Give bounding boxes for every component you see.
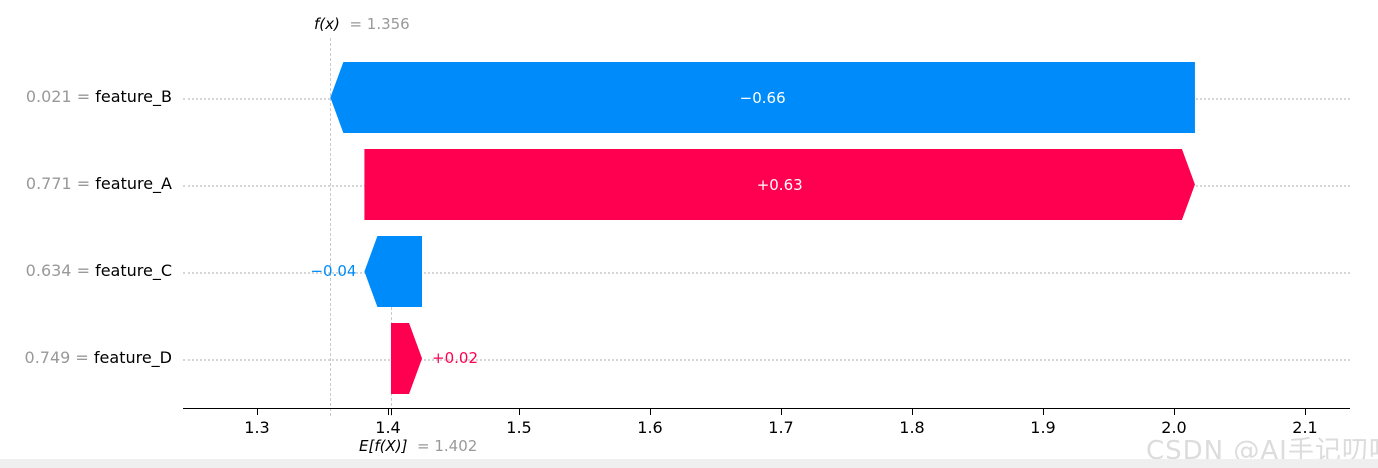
shap-value-label: +0.63: [756, 175, 803, 194]
x-tick-mark: [1043, 409, 1044, 415]
fx-reference-line: [330, 38, 332, 416]
row-guide-line: [183, 271, 1350, 274]
feature-label: 0.021 = feature_B: [0, 87, 172, 106]
shap-bar-feature_C: [364, 236, 423, 307]
feature-name: feature_C: [95, 260, 172, 280]
feature-name: feature_B: [95, 86, 172, 106]
x-tick-label: 1.4: [375, 418, 401, 437]
x-tick-mark: [1174, 409, 1175, 415]
x-tick-label: 2.0: [1161, 418, 1187, 437]
x-tick-mark: [519, 409, 520, 415]
shap-bar-feature_D: [391, 323, 422, 394]
bottom-gray-strip: [0, 459, 1378, 468]
shap-bar-feature_B: −0.66: [330, 62, 1195, 133]
x-tick-mark: [650, 409, 651, 415]
x-tick-mark: [912, 409, 913, 415]
x-tick-label: 1.3: [244, 418, 270, 437]
feature-name: feature_A: [95, 173, 172, 193]
feature-label: 0.749 = feature_D: [0, 348, 172, 367]
feature-data-value: 0.749 =: [24, 347, 94, 367]
x-tick-label: 1.8: [899, 418, 925, 437]
feature-data-value: 0.021 =: [25, 86, 96, 106]
x-tick-label: 1.7: [768, 418, 794, 437]
x-tick-mark: [388, 409, 389, 415]
x-tick-label: 1.9: [1030, 418, 1056, 437]
x-tick-mark: [1305, 409, 1306, 415]
x-tick-label: 1.6: [637, 418, 663, 437]
feature-name: feature_D: [93, 347, 172, 367]
row-guide-line: [183, 358, 1350, 361]
fx-annotation-value: = 1.356: [349, 15, 410, 33]
shap-value-label: −0.04: [310, 261, 357, 280]
expected-value-value: = 1.402: [417, 437, 478, 455]
shap-value-label: −0.66: [739, 88, 786, 107]
expected-value-annotation: E[f(X)] = 1.402: [359, 437, 477, 455]
fx-annotation-label: f(x): [314, 15, 340, 33]
x-axis-line: [183, 408, 1350, 409]
x-tick-label: 1.5: [506, 418, 532, 437]
shap-value-label: +0.02: [432, 348, 479, 367]
feature-label: 0.771 = feature_A: [0, 174, 172, 193]
feature-label: 0.634 = feature_C: [0, 261, 172, 280]
expected-value-tick-mark: [390, 409, 392, 415]
x-tick-mark: [257, 409, 258, 415]
feature-data-value: 0.771 =: [25, 173, 96, 193]
x-tick-label: 2.1: [1292, 418, 1318, 437]
feature-data-value: 0.634 =: [25, 260, 96, 280]
expected-value-label: E[f(X)]: [359, 437, 408, 455]
x-tick-mark: [781, 409, 782, 415]
fx-annotation: f(x) = 1.356: [314, 15, 410, 33]
shap-bar-feature_A: +0.63: [364, 149, 1195, 220]
